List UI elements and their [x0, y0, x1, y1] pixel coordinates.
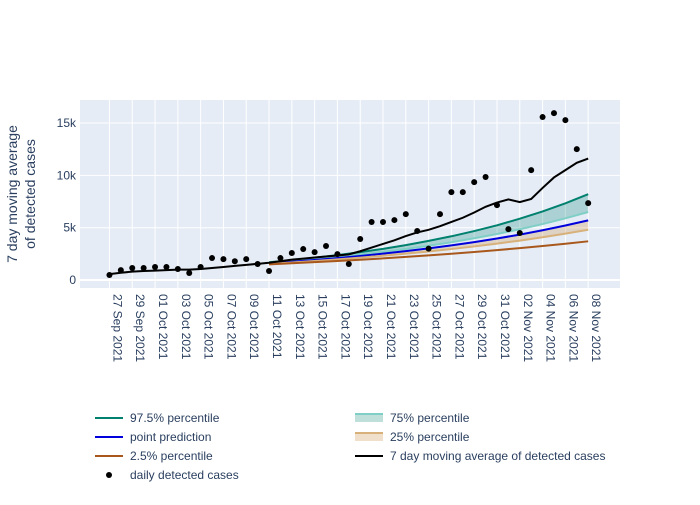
point: [550, 110, 557, 117]
x-tick-label: 25 Oct 2021: [430, 294, 444, 360]
point: [493, 202, 500, 209]
y-tick-label: 10k: [57, 168, 77, 182]
x-tick-label: 06 Nov 2021: [566, 294, 580, 362]
point: [573, 146, 580, 153]
point: [129, 265, 136, 272]
point: [345, 261, 352, 268]
point: [106, 272, 113, 279]
point: [266, 268, 273, 275]
legend: 97.5% percentile 75% percentile point pred…: [95, 411, 605, 482]
x-tick-label: 05 Oct 2021: [202, 294, 216, 360]
x-tick-label: 03 Oct 2021: [179, 294, 193, 360]
point: [505, 226, 512, 233]
legend-label: 25% percentile: [390, 430, 470, 444]
point: [539, 114, 546, 121]
x-tick-label: 09 Oct 2021: [247, 294, 261, 360]
x-tick-label: 07 Oct 2021: [224, 294, 238, 360]
y-axis-title: of detected cases: [22, 139, 38, 249]
point: [277, 255, 284, 262]
y-tick-label: 0: [69, 273, 76, 287]
line: [268, 240, 589, 266]
point: [471, 179, 478, 186]
point: [425, 245, 432, 252]
x-tick-label: 23 Oct 2021: [407, 294, 421, 360]
x-tick-label: 08 Nov 2021: [589, 294, 603, 362]
axes: 7 day moving average of detected cases 0…: [4, 116, 603, 362]
point: [174, 266, 181, 273]
point: [402, 211, 409, 218]
legend-swatch: [355, 414, 383, 422]
point: [186, 270, 193, 277]
x-tick-label: 04 Nov 2021: [544, 294, 558, 362]
legend-label: 97.5% percentile: [130, 411, 220, 425]
x-tick-label: 15 Oct 2021: [316, 294, 330, 360]
point: [311, 249, 318, 256]
point: [357, 236, 364, 243]
y-tick-label: 5k: [63, 221, 77, 235]
legend-swatch: [106, 472, 112, 478]
point: [140, 265, 147, 272]
point: [323, 243, 330, 250]
point: [197, 263, 204, 270]
point: [209, 255, 216, 262]
x-tick-label: 01 Oct 2021: [156, 294, 170, 360]
point: [163, 263, 170, 270]
x-tick-label: 11 Oct 2021: [270, 294, 284, 359]
y-tick-label: 15k: [57, 116, 77, 130]
point: [300, 246, 307, 253]
x-tick-label: 17 Oct 2021: [338, 294, 352, 360]
x-tick-label: 21 Oct 2021: [384, 294, 398, 360]
x-tick-label: 27 Sep 2021: [110, 294, 124, 362]
point: [243, 256, 250, 263]
point: [117, 267, 124, 274]
legend-label: 7 day moving average of detected cases: [390, 449, 605, 463]
point: [288, 250, 295, 257]
point: [448, 189, 455, 196]
x-tick-label: 29 Oct 2021: [475, 294, 489, 360]
marks: [106, 110, 592, 279]
legend-swatch: [355, 433, 383, 441]
point: [528, 167, 535, 174]
x-tick-label: 19 Oct 2021: [361, 294, 375, 360]
point: [152, 263, 159, 270]
legend-label: 75% percentile: [390, 411, 470, 425]
point: [414, 228, 421, 235]
point: [391, 217, 398, 224]
point: [254, 261, 261, 268]
point: [437, 211, 443, 218]
x-tick-label: 02 Nov 2021: [521, 294, 535, 362]
point: [459, 189, 466, 196]
legend-label: daily detected cases: [130, 468, 239, 482]
point: [334, 251, 341, 258]
x-tick-label: 29 Sep 2021: [133, 294, 147, 362]
x-tick-label: 31 Oct 2021: [498, 294, 512, 360]
point: [562, 117, 569, 124]
point: [368, 219, 375, 226]
point: [380, 219, 387, 226]
legend-label: point prediction: [130, 430, 211, 444]
point: [585, 200, 592, 207]
legend-label: 2.5% percentile: [130, 449, 213, 463]
point: [231, 258, 238, 265]
y-axis-title: 7 day moving average: [4, 125, 20, 263]
point: [220, 256, 227, 263]
point: [516, 230, 523, 237]
x-tick-label: 13 Oct 2021: [293, 294, 307, 360]
line: [109, 157, 589, 276]
point: [482, 174, 489, 181]
x-tick-label: 27 Oct 2021: [452, 294, 466, 360]
